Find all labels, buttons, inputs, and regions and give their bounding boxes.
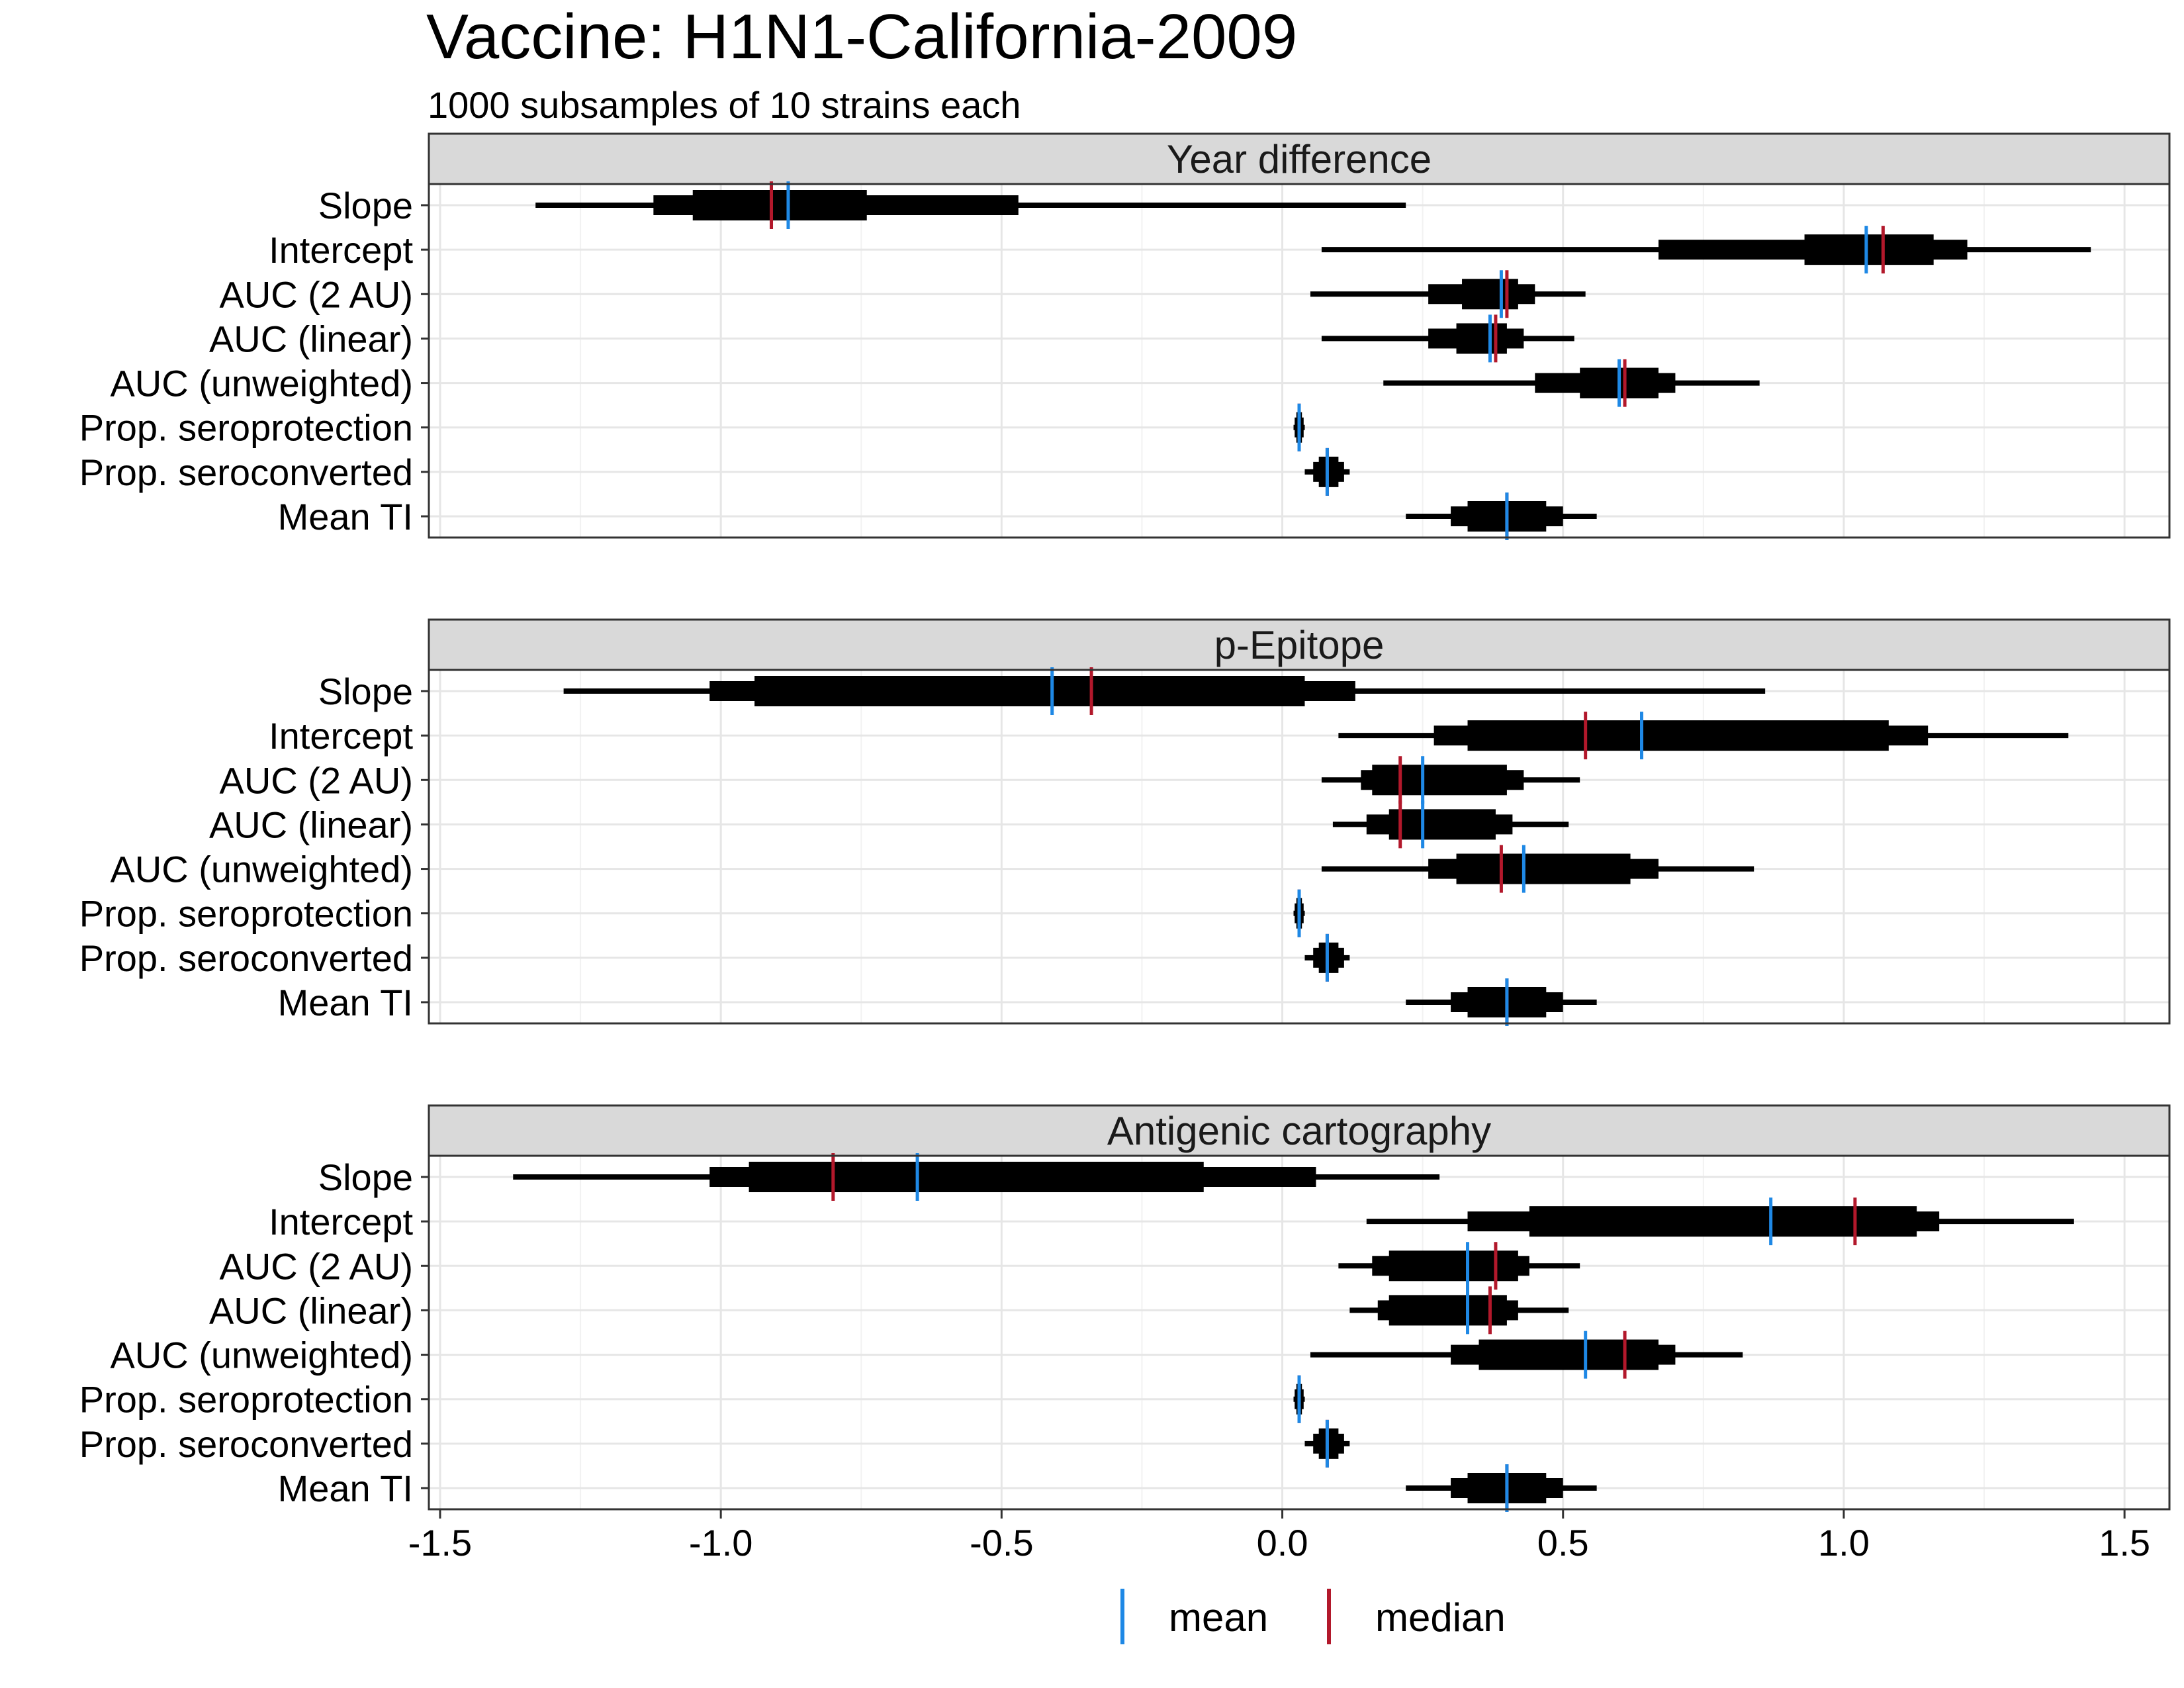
row-label: Intercept (269, 229, 413, 271)
panel-border (428, 183, 2171, 539)
row-label: Prop. seroprotection (79, 1379, 413, 1421)
facet-strip (428, 618, 2171, 671)
row-label: AUC (unweighted) (110, 1335, 413, 1376)
row-label: AUC (2 AU) (220, 273, 414, 315)
x-tick-label: 1.0 (1818, 1522, 1870, 1564)
interval-50 (1388, 809, 1496, 840)
row-label: AUC (2 AU) (220, 759, 414, 801)
row-label: Mean TI (278, 1468, 413, 1509)
panel-border (428, 669, 2171, 1025)
interval-50 (1479, 1339, 1659, 1370)
row-label: AUC (linear) (209, 1289, 413, 1331)
interval-50 (1388, 1295, 1507, 1326)
row-label: Prop. seroprotection (79, 407, 413, 449)
x-tick-label: 1.5 (2099, 1522, 2150, 1564)
facet-strip (428, 132, 2171, 185)
x-tick-label: -1.5 (408, 1522, 473, 1564)
legend-label-median: median (1375, 1595, 1506, 1640)
row-label: Slope (318, 671, 413, 712)
interval-50 (1804, 234, 1934, 265)
x-tick-label: -0.5 (970, 1522, 1034, 1564)
interval-50 (749, 1162, 1204, 1192)
row-label: AUC (unweighted) (110, 363, 413, 404)
row-label: Prop. seroconverted (79, 1423, 413, 1465)
interval-50 (1372, 765, 1507, 796)
x-tick-label: 0.0 (1257, 1522, 1308, 1564)
chart-subtitle: 1000 subsamples of 10 strains each (428, 84, 1021, 126)
interval-50 (1529, 1206, 1917, 1237)
interval-50 (754, 676, 1305, 706)
row-label: AUC (unweighted) (110, 849, 413, 890)
x-tick-label: 0.5 (1537, 1522, 1589, 1564)
row-label: AUC (linear) (209, 318, 413, 359)
row-label: Mean TI (278, 496, 413, 538)
facet-strip-label: Year difference (1167, 137, 1432, 181)
interval-50 (1456, 853, 1631, 884)
row-label: Prop. seroconverted (79, 937, 413, 979)
row-label: Mean TI (278, 982, 413, 1023)
row-label: Prop. seroconverted (79, 451, 413, 493)
row-label: Intercept (269, 715, 413, 757)
chart-title: Vaccine: H1N1-California-2009 (426, 1, 1297, 72)
facet-strip-label: p-Epitope (1214, 623, 1385, 667)
interval-50 (1462, 279, 1518, 310)
x-axis: -1.5 -1.0 -0.5 0.0 0.5 1.0 1.5 (408, 1509, 2150, 1564)
legend: mean median (1120, 1589, 1506, 1644)
interval-50 (1456, 323, 1507, 354)
interval-50 (1388, 1250, 1518, 1282)
interval-50 (1467, 720, 1889, 751)
x-tick-label: -1.0 (689, 1522, 753, 1564)
panel-border (428, 1154, 2171, 1511)
row-label: Intercept (269, 1201, 413, 1243)
row-label: Slope (318, 185, 413, 226)
row-label: Prop. seroprotection (79, 893, 413, 935)
row-label: AUC (linear) (209, 804, 413, 845)
facet-strip (428, 1104, 2171, 1157)
row-label: Slope (318, 1156, 413, 1198)
row-label: AUC (2 AU) (220, 1245, 414, 1287)
legend-label-mean: mean (1169, 1595, 1268, 1640)
facet-strip-label: Antigenic cartography (1107, 1109, 1491, 1153)
interval-50 (692, 190, 867, 220)
